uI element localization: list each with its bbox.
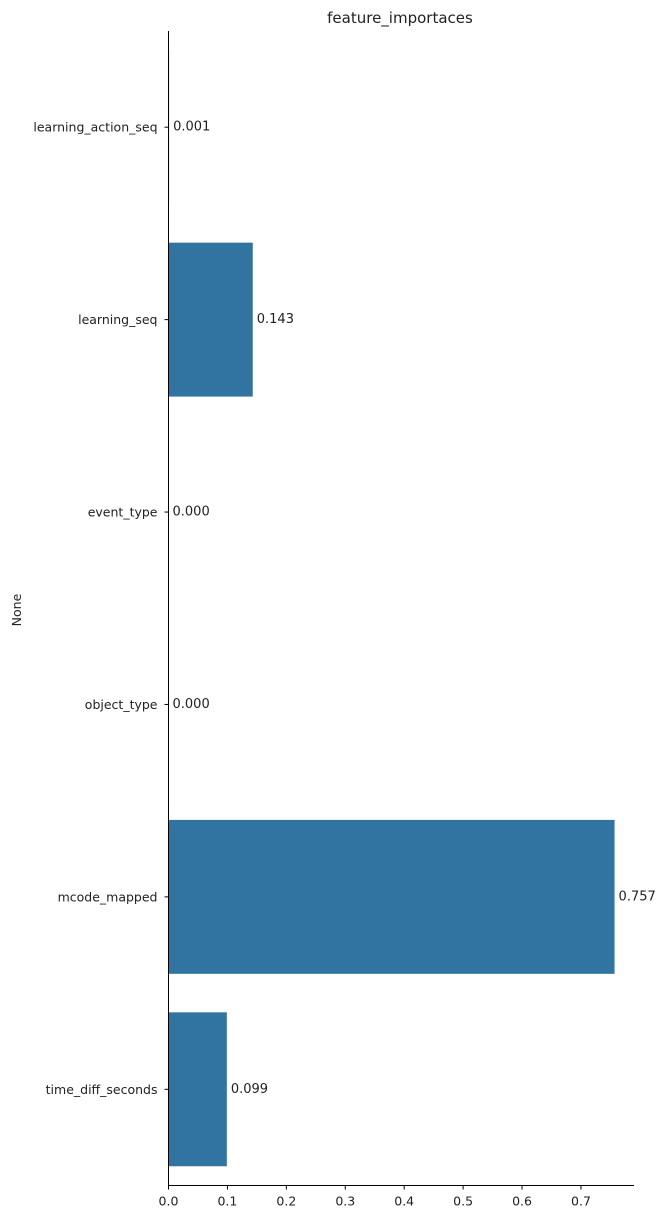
y-tick-label-time-diff-seconds: time_diff_seconds [46,1082,158,1097]
x-tick-label-3: 0.3 [335,1194,355,1209]
data-label-learning-action-seq: 0.001 [173,120,210,135]
bars-group [168,50,615,1167]
y-axis-label: None [9,593,24,626]
data-label-object-type: 0.000 [173,697,210,712]
y-tick-label-event-type: event_type [88,505,158,520]
y-tick-label-learning-seq: learning_seq [78,312,157,327]
y-tick-label-mcode-mapped: mcode_mapped [58,889,158,904]
bar-time-diff-seconds [168,1012,227,1167]
data-label-mcode-mapped: 0.757 [619,889,656,904]
x-tick-label-7: 0.7 [571,1194,591,1209]
y-axis-ticks: learning_action_seq learning_seq event_typ… [33,120,169,1097]
data-label-learning-seq: 0.143 [257,312,294,327]
chart-title: feature_importaces [327,9,473,28]
data-label-event-type: 0.000 [173,505,210,520]
y-tick-label-object-type: object_type [85,697,158,712]
bar-learning-seq [168,242,253,397]
x-tick-label-1: 0.1 [217,1194,237,1209]
data-label-time-diff-seconds: 0.099 [231,1082,268,1097]
x-tick-label-5: 0.5 [453,1194,473,1209]
x-tick-label-4: 0.4 [394,1194,414,1209]
x-tick-label-2: 0.2 [276,1194,296,1209]
y-tick-label-learning-action-seq: learning_action_seq [33,120,157,135]
bar-mcode-mapped [168,819,615,974]
x-tick-label-6: 0.6 [512,1194,532,1209]
x-tick-label-0: 0.0 [159,1194,179,1209]
x-axis-ticks: 0.0 0.1 0.2 0.3 0.4 0.5 0.6 0.7 [159,1185,591,1209]
data-labels-group: 0.001 0.143 0.000 0.000 0.757 0.099 [173,120,656,1097]
